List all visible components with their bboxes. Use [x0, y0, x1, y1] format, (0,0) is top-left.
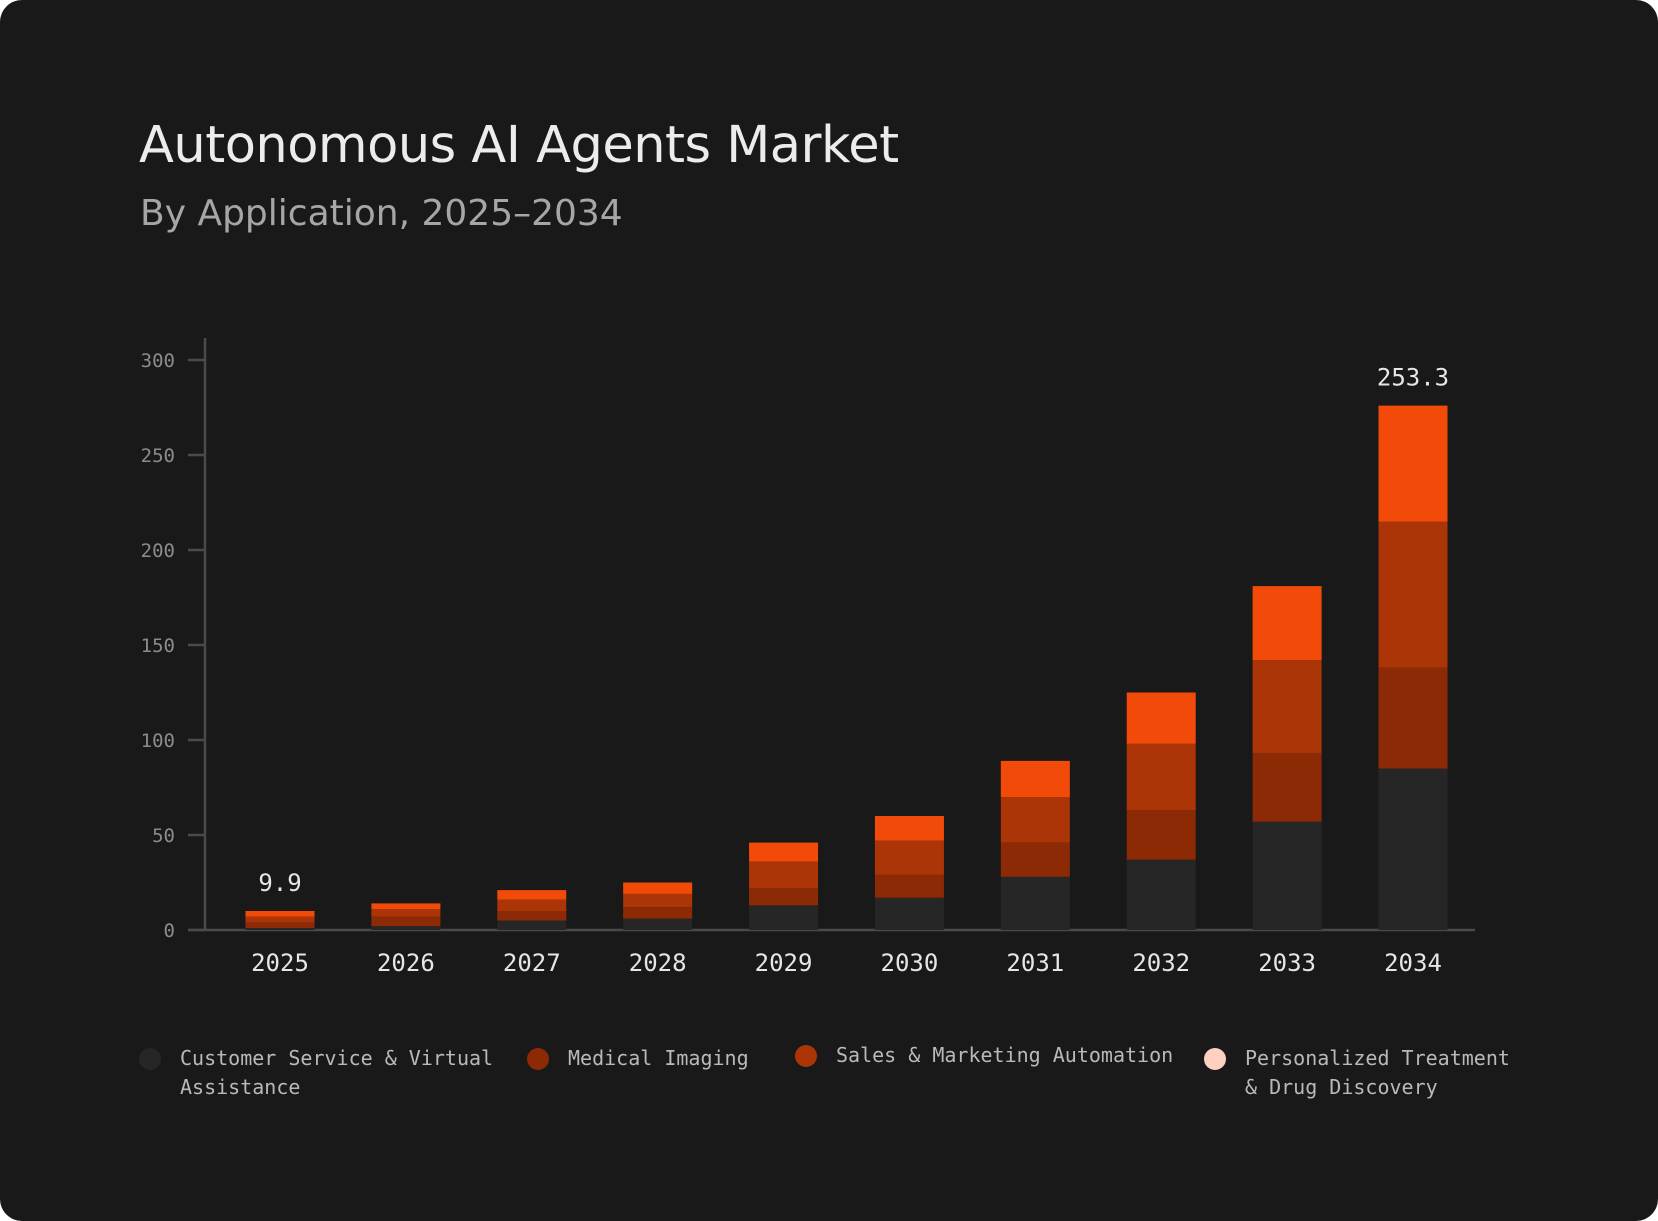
bar-segment: [1252, 821, 1322, 930]
bar-segment: [1378, 768, 1448, 930]
bar-stack-2030: [874, 816, 944, 930]
bar-segment: [1000, 760, 1070, 797]
bar-segment: [245, 922, 315, 929]
y-tick-label: 50: [152, 825, 175, 847]
bar-stack-2033: [1252, 586, 1322, 930]
legend-swatch: [527, 1048, 549, 1070]
y-axis: 0 50 100 150 200 250 300: [141, 338, 207, 942]
chart-title: Autonomous AI Agents Market: [139, 116, 899, 175]
bar-segment: [1126, 810, 1196, 860]
bar-stack-2032: [1126, 692, 1196, 930]
bar-segment: [749, 905, 819, 930]
bar-segment: [749, 842, 819, 862]
bar-stack-2031: [1000, 760, 1070, 930]
bar-segment: [749, 861, 819, 889]
x-tick-label: 2027: [503, 949, 561, 977]
bar-stack-2028: [623, 882, 693, 930]
bar-segment: [623, 907, 693, 919]
x-tick-label: 2030: [881, 949, 939, 977]
bar-segment: [874, 897, 944, 930]
x-tick-label: 2026: [377, 949, 435, 977]
bar-stacks: [245, 405, 1448, 930]
bar-segment: [1378, 405, 1448, 522]
legend-label: Medical Imaging: [568, 1046, 749, 1070]
y-tick-label: 150: [141, 635, 175, 657]
bar-segment: [623, 893, 693, 908]
bar-segment: [1378, 667, 1448, 769]
legend-label: Customer Service & Virtual Assistance: [180, 1046, 494, 1099]
legend-label: Sales & Marketing Automation: [836, 1043, 1174, 1067]
y-tick-label: 200: [141, 540, 175, 562]
bar-stack-2034: [1378, 405, 1448, 930]
bar-segment: [1252, 586, 1322, 661]
bar-stack-2029: [749, 842, 819, 930]
bar-segment: [371, 926, 441, 930]
bar-segment: [497, 899, 567, 911]
chart-subtitle: By Application, 2025–2034: [140, 193, 623, 234]
bar-segment: [1126, 859, 1196, 930]
bar-stack-2025: [245, 911, 315, 930]
legend-label: Personalized Treatment & Drug Discovery: [1245, 1046, 1510, 1099]
bar-segment: [245, 911, 315, 917]
bar-segment: [874, 874, 944, 898]
x-tick-label: 2031: [1006, 949, 1064, 977]
bar-segment: [1000, 797, 1070, 843]
total-label: 9.9: [258, 869, 301, 897]
bar-segment: [623, 918, 693, 930]
x-tick-label: 2028: [629, 949, 687, 977]
bar-segment: [1126, 692, 1196, 744]
y-tick-label: 100: [141, 730, 175, 752]
y-tick-label: 250: [141, 445, 175, 467]
legend-swatch: [139, 1048, 161, 1070]
x-tick-label: 2029: [755, 949, 813, 977]
bar-segment: [371, 903, 441, 910]
bar-segment: [749, 888, 819, 906]
bar-segment: [874, 816, 944, 841]
bar-segment: [1252, 753, 1322, 822]
bar-segment: [1252, 660, 1322, 754]
x-tick-label: 2034: [1384, 949, 1442, 977]
bar-stack-2027: [497, 890, 567, 930]
total-labels: 9.9 253.3: [258, 364, 1449, 897]
bar-segment: [497, 890, 567, 900]
bar-segment: [874, 840, 944, 875]
bar-segment: [497, 911, 567, 921]
y-tick-label: 300: [141, 350, 175, 372]
bar-segment: [623, 882, 693, 894]
y-tick-label: 0: [164, 920, 175, 942]
total-label: 253.3: [1377, 364, 1449, 392]
bar-segment: [371, 916, 441, 927]
x-tick-label: 2025: [251, 949, 309, 977]
bar-segment: [1000, 842, 1070, 877]
bar-stack-2026: [371, 903, 441, 930]
bar-segment: [1378, 521, 1448, 668]
bar-segment: [245, 916, 315, 923]
bar-segment: [1126, 743, 1196, 811]
legend-swatch: [795, 1045, 817, 1067]
bar-segment: [245, 928, 315, 930]
bar-segment: [497, 920, 567, 930]
x-axis: 2025 2026 2027 2028 2029 2030 2031 2032 2033 2034: [188, 928, 1475, 977]
legend-swatch: [1204, 1048, 1226, 1070]
bar-segment: [1000, 876, 1070, 930]
bar-segment: [371, 909, 441, 917]
x-tick-label: 2033: [1258, 949, 1316, 977]
x-tick-label: 2032: [1132, 949, 1190, 977]
